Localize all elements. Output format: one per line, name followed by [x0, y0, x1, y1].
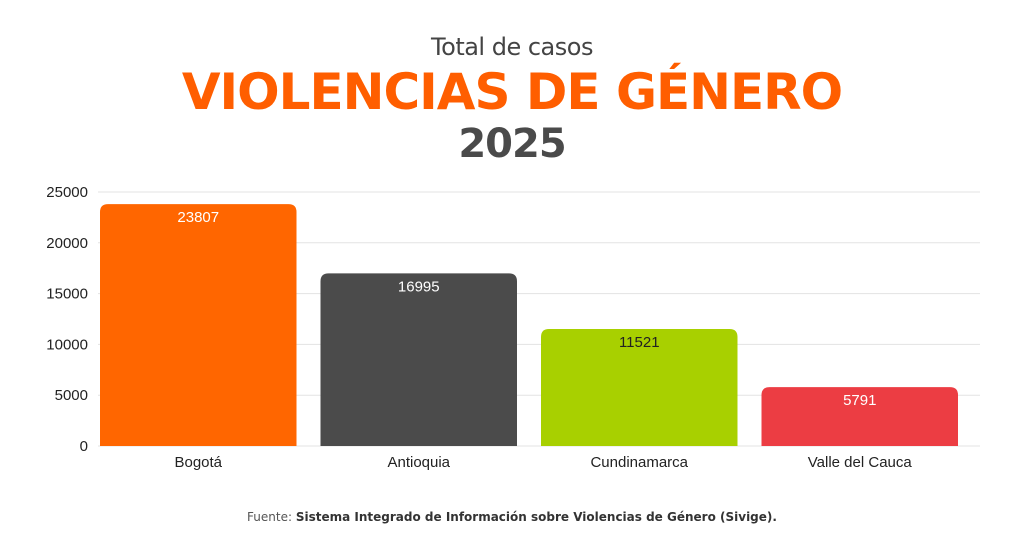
source-name: Sistema Integrado de Información sobre V…	[295, 510, 777, 524]
chart-header: Total de casos VIOLENCIAS DE GÉNERO 2025	[0, 30, 1024, 168]
bars	[100, 204, 958, 446]
bar-value-label: 11521	[619, 334, 660, 351]
x-tick-label: Cundinamarca	[590, 454, 688, 471]
chart-year: 2025	[458, 121, 566, 167]
y-tick-label: 20000	[46, 235, 88, 252]
chart-footer: Fuente: Sistema Integrado de Información…	[0, 510, 1024, 524]
y-tick-label: 0	[80, 438, 88, 455]
y-tick-label: 10000	[46, 336, 88, 353]
y-tick-label: 5000	[55, 387, 88, 404]
x-tick-label: Valle del Cauca	[808, 454, 913, 471]
bar-valle-del-cauca	[761, 387, 958, 446]
y-tick-label: 25000	[46, 184, 88, 201]
y-tick-label: 15000	[46, 286, 88, 303]
x-tick-label: Bogotá	[174, 454, 222, 471]
chart-title: VIOLENCIAS DE GÉNERO	[181, 63, 843, 121]
bar-value-label: 5791	[843, 392, 876, 409]
bar-value-label: 23807	[177, 209, 219, 226]
bar-antioquia	[320, 273, 517, 446]
y-axis-ticks: 0 5000 10000 15000 20000 25000	[46, 184, 88, 455]
x-tick-label: Antioquia	[387, 454, 450, 471]
source-label: Fuente:	[247, 510, 293, 524]
bar-value-label: 16995	[398, 278, 440, 295]
bar-cundinamarca	[541, 328, 738, 446]
x-axis-ticks: Bogotá Antioquia Cundinamarca Valle del Cau…	[174, 454, 912, 471]
chart-subtitle: Total de casos	[431, 33, 593, 61]
data-labels: 23807 16995 11521 5791	[177, 209, 876, 409]
bar-bogot-	[100, 204, 297, 446]
